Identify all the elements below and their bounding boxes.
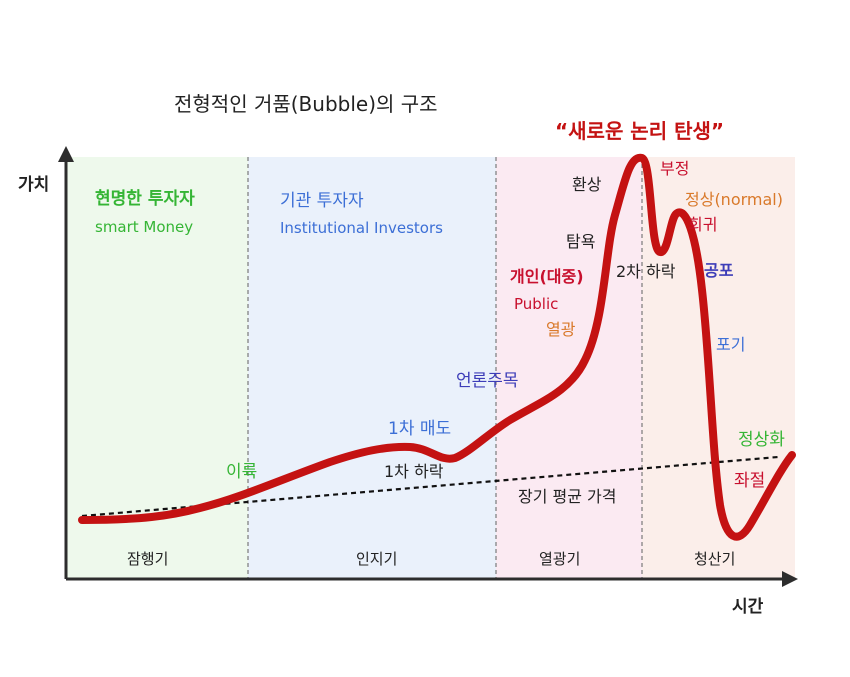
annotation-greed: 탐욕 xyxy=(566,232,595,251)
annotation-normalize: 정상화 xyxy=(738,430,785,450)
annotation-first-sell: 1차 매도 xyxy=(388,419,451,439)
phase-name-awareness: 인지기 xyxy=(356,550,397,568)
x-axis-label: 시간 xyxy=(732,597,764,617)
annotation-fear: 공포 xyxy=(704,261,734,280)
annotation-enthusiasm: 열광 xyxy=(546,320,576,339)
annotation-giveup: 포기 xyxy=(716,335,745,354)
y-axis-arrow-icon xyxy=(58,146,74,162)
annotation-return-normal-2: 회귀 xyxy=(688,215,717,234)
participant-smart-ko: 현명한 투자자 xyxy=(95,189,195,209)
annotation-media: 언론주목 xyxy=(456,371,519,391)
headline: “새로운 논리 탄생” xyxy=(555,119,724,143)
diagram-title: 전형적인 거품(Bubble)의 구조 xyxy=(174,92,438,116)
annotation-return-normal: 정상(normal) xyxy=(685,190,783,209)
participant-institution-en: Institutional Investors xyxy=(280,219,443,237)
participant-smart-en: smart Money xyxy=(95,218,193,236)
annotation-first-drop: 1차 하락 xyxy=(384,462,444,481)
y-axis-label: 가치 xyxy=(18,175,49,195)
phase-bg-mania xyxy=(496,157,642,579)
annotation-delusion: 환상 xyxy=(572,175,602,194)
bubble-curve xyxy=(78,153,796,541)
annotation-profit: 이륙 xyxy=(226,462,257,482)
phase-name-mania: 열광기 xyxy=(539,550,580,568)
x-axis-arrow-icon xyxy=(782,571,798,587)
participant-institution-ko: 기관 투자자 xyxy=(280,191,364,211)
phase-name-blowoff: 청산기 xyxy=(694,550,735,568)
phase-bg-awareness xyxy=(248,157,496,579)
participant-public-ko: 개인(대중) xyxy=(510,267,584,286)
annotation-despair: 좌절 xyxy=(734,471,765,491)
annotation-denial: 부정 xyxy=(660,159,689,178)
phase-name-stealth: 잠행기 xyxy=(127,550,168,568)
annotation-long-term-avg: 장기 평균 가격 xyxy=(518,487,617,506)
annotation-second-drop: 2차 하락 xyxy=(616,262,676,281)
participant-public-en: Public xyxy=(514,295,558,313)
